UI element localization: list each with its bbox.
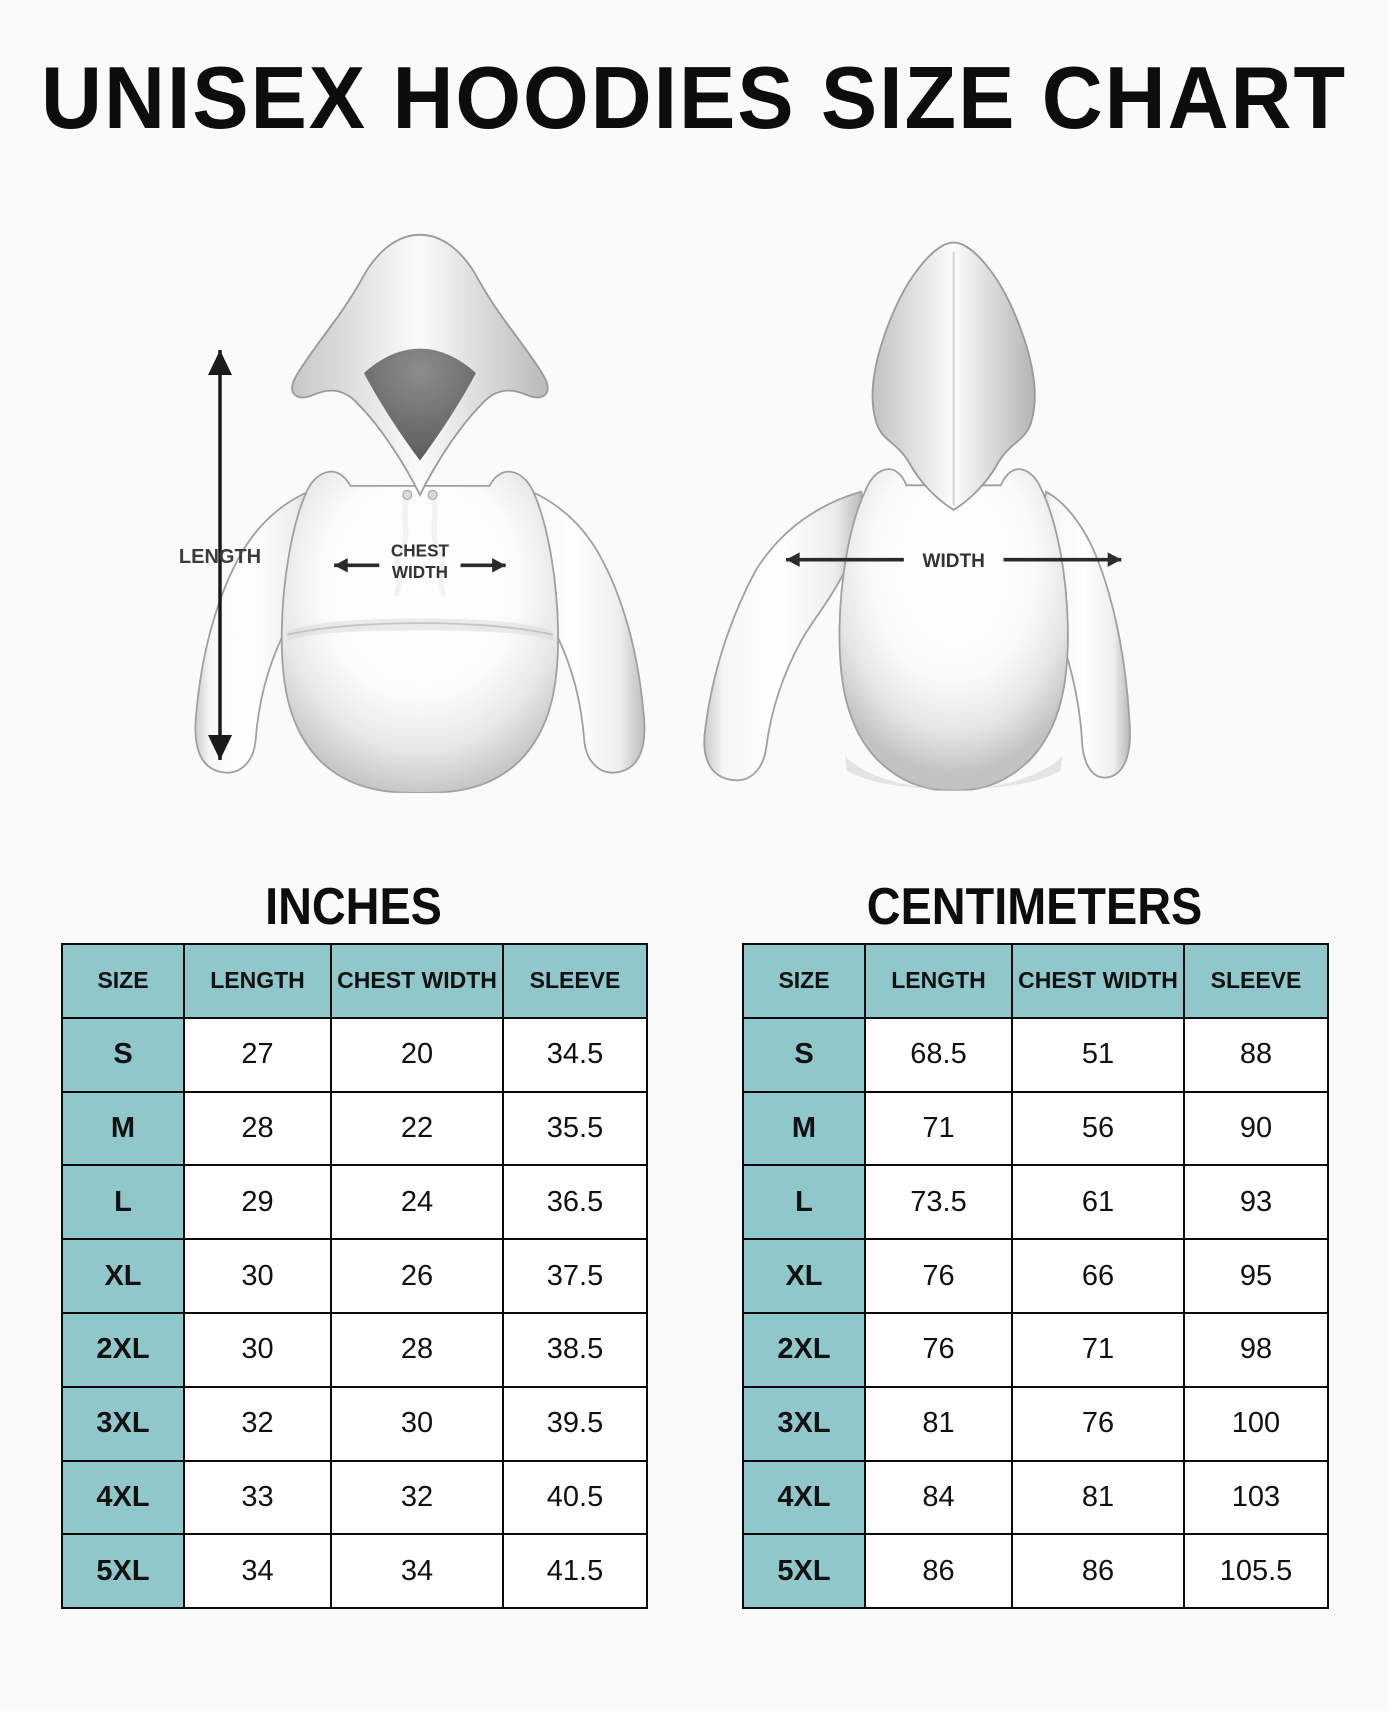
svg-text:LENGTH: LENGTH: [179, 546, 261, 568]
svg-text:WIDTH: WIDTH: [923, 551, 985, 572]
svg-text:WIDTH: WIDTH: [392, 562, 448, 582]
svg-text:CHEST: CHEST: [391, 540, 450, 560]
